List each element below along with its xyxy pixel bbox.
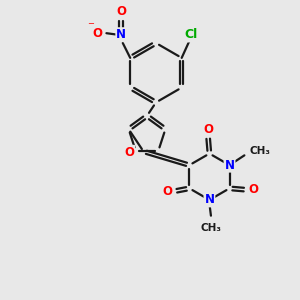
Text: Cl: Cl (184, 28, 197, 41)
Text: O: O (116, 5, 126, 18)
Text: O: O (92, 27, 103, 40)
Text: O: O (162, 185, 172, 198)
Text: O: O (203, 123, 213, 136)
Text: N: N (224, 159, 235, 172)
Text: O: O (124, 146, 134, 159)
Text: $^{-}$: $^{-}$ (88, 20, 96, 33)
Text: CH₃: CH₃ (200, 223, 221, 232)
Text: CH₃: CH₃ (249, 146, 270, 156)
Text: N: N (116, 28, 126, 41)
Text: N: N (204, 194, 214, 206)
Text: O: O (248, 183, 258, 196)
